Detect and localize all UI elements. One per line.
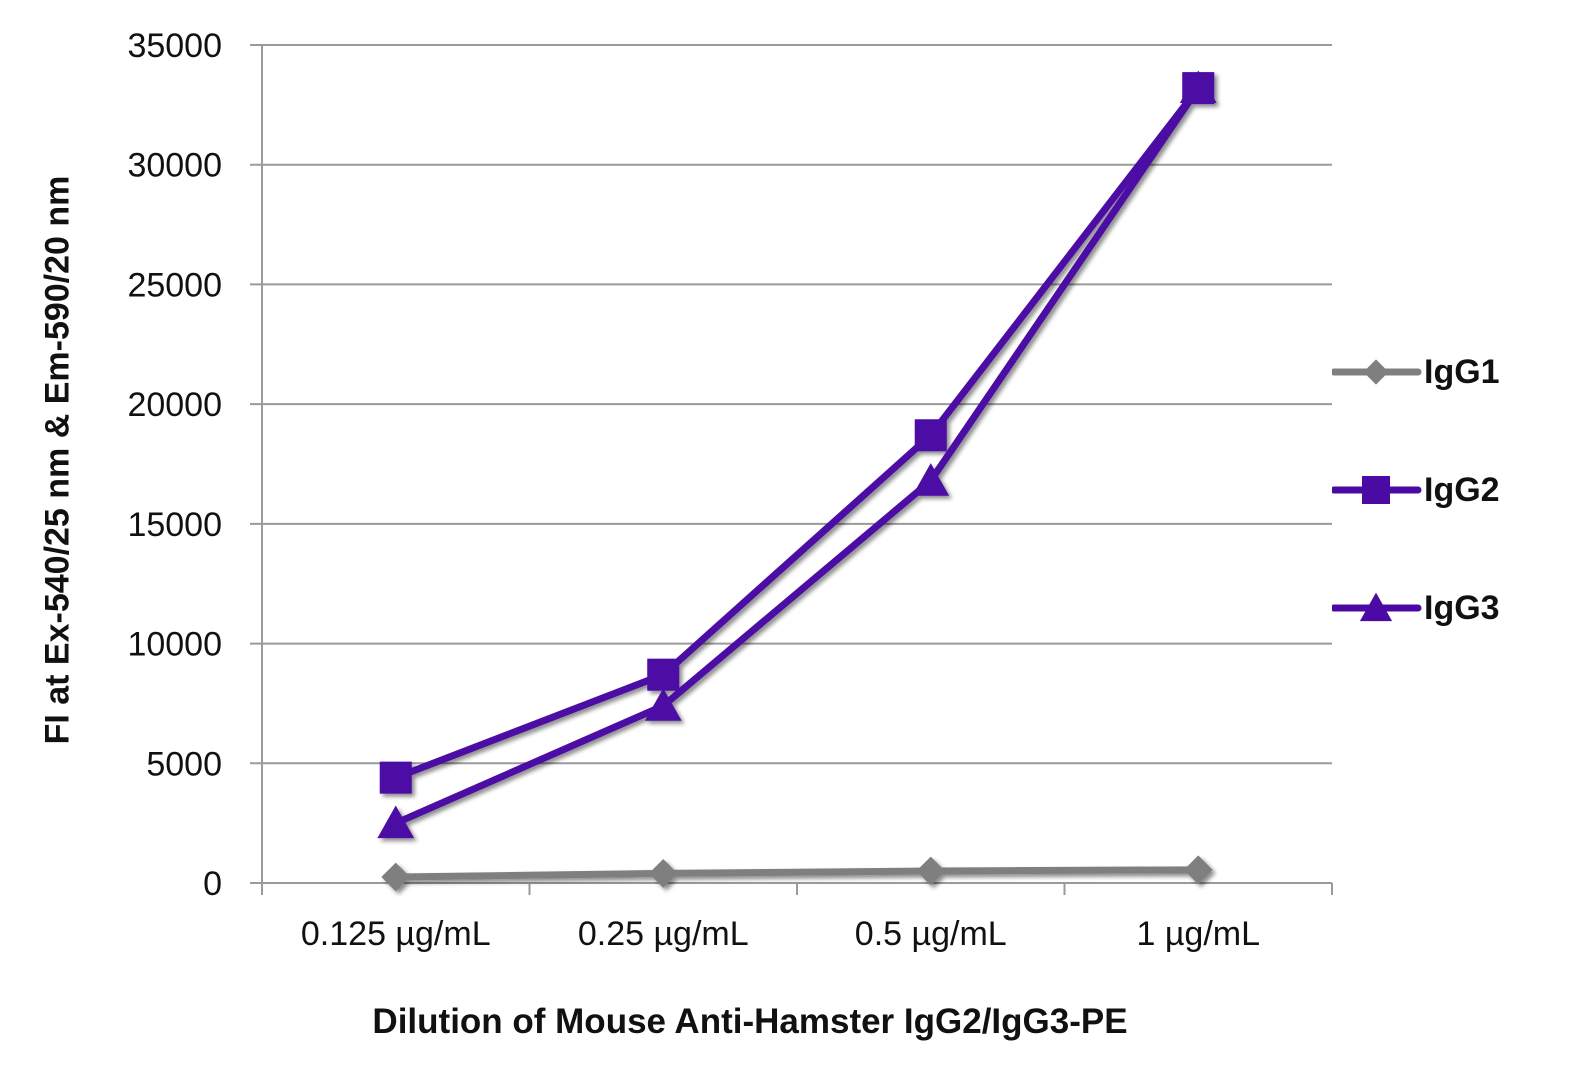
legend-label-igg2: IgG2 xyxy=(1424,471,1500,509)
x-tick-label-3: 1 µg/mL xyxy=(1136,915,1260,953)
legend-swatch-igg1 xyxy=(1332,359,1422,385)
data-point-igg2-3 xyxy=(1182,72,1215,105)
series-line-igg3 xyxy=(392,84,1202,827)
legend-marker-igg1 xyxy=(1363,359,1389,385)
x-tick-label-0: 0.125 µg/mL xyxy=(301,915,491,953)
data-point-igg1-2 xyxy=(916,856,946,886)
y-tick-label-10000: 10000 xyxy=(127,626,222,664)
data-point-igg3-1 xyxy=(644,688,682,721)
y-tick-label-30000: 30000 xyxy=(127,147,222,185)
y-tick-label-5000: 5000 xyxy=(146,745,222,783)
series-igg2 xyxy=(379,72,1215,794)
series-igg1 xyxy=(381,855,1213,892)
tick-labels: 0 5000 10000 15000 20000 25000 30000 35000 0.125… xyxy=(127,27,1260,953)
data-point-igg1-1 xyxy=(648,859,678,888)
series-igg3 xyxy=(377,70,1217,839)
axes xyxy=(250,45,1333,895)
x-tick-label-2: 0.5 µg/mL xyxy=(855,915,1007,953)
legend-swatch-igg3 xyxy=(1332,592,1422,622)
legend-label-igg3: IgG3 xyxy=(1424,589,1500,627)
data-point-igg3-0 xyxy=(377,805,415,839)
x-axis-title: Dilution of Mouse Anti-Hamster IgG2/IgG3… xyxy=(372,1002,1128,1041)
data-point-igg1-3 xyxy=(1183,855,1213,885)
legend-marker-igg3 xyxy=(1359,592,1393,622)
legend-swatch-igg2 xyxy=(1332,476,1422,504)
legend: IgG1 IgG2 IgG3 xyxy=(1332,352,1562,706)
legend-marker-igg2 xyxy=(1362,476,1390,504)
legend-item-igg2: IgG2 xyxy=(1332,470,1562,510)
data-point-igg2-0 xyxy=(379,761,412,794)
data-series xyxy=(377,70,1217,892)
y-tick-label-15000: 15000 xyxy=(127,506,222,544)
x-tick-label-1: 0.25 µg/mL xyxy=(578,915,749,953)
y-tick-label-35000: 35000 xyxy=(127,27,222,65)
data-point-igg2-2 xyxy=(914,419,947,452)
y-axis-title: FI at Ex-540/25 nm & Em-590/20 nm xyxy=(38,175,77,745)
data-point-igg2-1 xyxy=(647,658,680,691)
y-tick-label-25000: 25000 xyxy=(127,266,222,304)
y-tick-label-0: 0 xyxy=(203,865,222,903)
series-line-igg1 xyxy=(392,866,1202,881)
legend-item-igg3: IgG3 xyxy=(1332,588,1562,628)
y-tick-label-20000: 20000 xyxy=(127,386,222,424)
gridlines xyxy=(250,44,1332,765)
legend-item-igg1: IgG1 xyxy=(1332,352,1562,392)
legend-label-igg1: IgG1 xyxy=(1424,353,1500,391)
data-point-igg3-2 xyxy=(912,463,950,496)
data-point-igg1-0 xyxy=(381,862,411,892)
series-line-igg2 xyxy=(392,84,1202,782)
